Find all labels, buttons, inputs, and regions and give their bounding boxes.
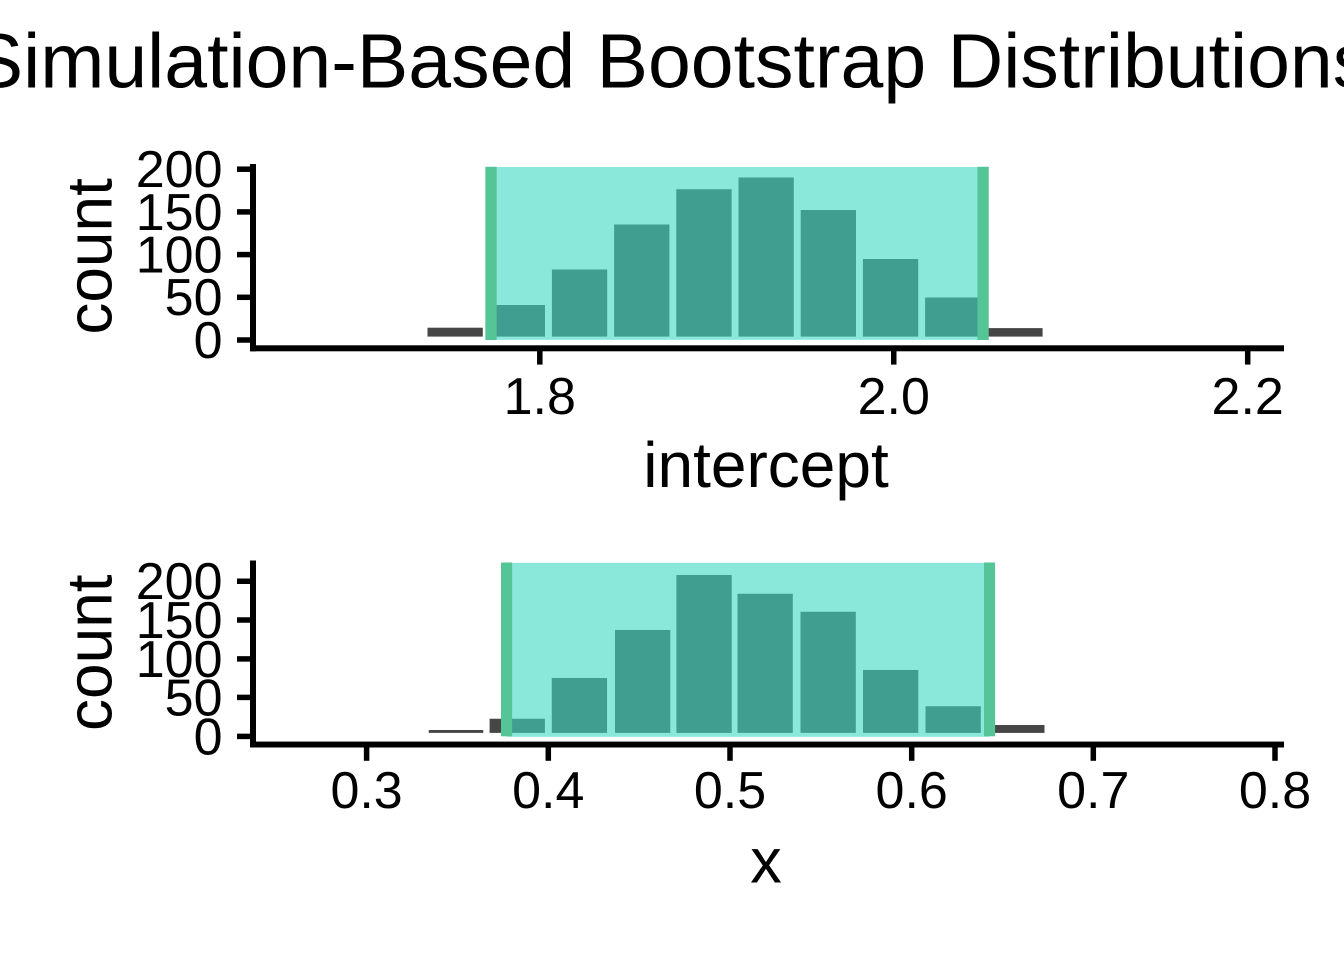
svg-text:200: 200 [136, 553, 223, 611]
svg-text:100: 100 [136, 227, 223, 285]
svg-text:150: 150 [136, 592, 223, 650]
svg-text:0.6: 0.6 [876, 762, 948, 820]
svg-text:0.5: 0.5 [694, 762, 766, 820]
svg-text:150: 150 [136, 184, 223, 242]
svg-text:0: 0 [194, 708, 223, 766]
svg-text:1.8: 1.8 [504, 368, 576, 426]
svg-text:0.7: 0.7 [1057, 762, 1129, 820]
svg-text:0.3: 0.3 [330, 762, 402, 820]
svg-text:2.0: 2.0 [858, 368, 930, 426]
svg-text:100: 100 [136, 631, 223, 689]
svg-text:0.8: 0.8 [1239, 762, 1311, 820]
svg-text:Simulation-Based Bootstrap Dis: Simulation-Based Bootstrap Distributions [0, 18, 1344, 104]
svg-text:x: x [750, 827, 782, 897]
svg-text:50: 50 [165, 269, 223, 327]
svg-text:count: count [54, 574, 126, 731]
svg-text:intercept: intercept [643, 429, 889, 501]
svg-text:count: count [54, 178, 126, 335]
svg-text:0: 0 [194, 312, 223, 370]
svg-text:200: 200 [136, 141, 223, 199]
svg-text:50: 50 [165, 669, 223, 727]
svg-text:0.4: 0.4 [512, 762, 584, 820]
svg-text:2.2: 2.2 [1212, 368, 1284, 426]
